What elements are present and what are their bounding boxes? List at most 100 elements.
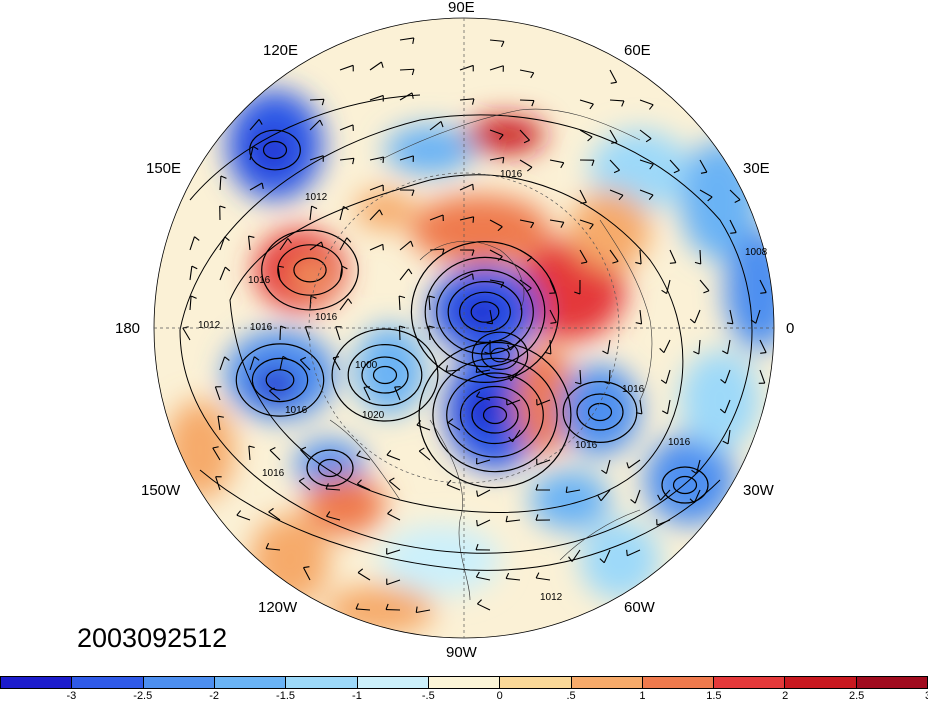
wind-barb-flag bbox=[500, 282, 505, 288]
wind-barb-flag bbox=[612, 260, 619, 264]
wind-barb bbox=[387, 513, 401, 521]
coastline bbox=[329, 419, 401, 501]
isobar-label: 1016 bbox=[622, 384, 645, 395]
colorbar-segment bbox=[72, 677, 144, 688]
isobar-contour bbox=[199, 469, 721, 571]
anomaly-blob bbox=[680, 350, 760, 450]
coastlines bbox=[329, 108, 653, 601]
wind-barb-flag bbox=[502, 157, 505, 164]
wind-barb bbox=[399, 37, 414, 41]
isobar-contour bbox=[490, 347, 510, 363]
wind-barb bbox=[724, 399, 731, 414]
wind-barb-flag bbox=[707, 196, 713, 202]
isobar-label: 1016 bbox=[500, 169, 523, 180]
wind-barb-flag bbox=[343, 205, 349, 211]
wind-barb bbox=[693, 489, 701, 504]
wind-barb bbox=[189, 295, 192, 311]
wind-barb-flag bbox=[730, 232, 737, 234]
anomaly-blob bbox=[355, 190, 415, 230]
wind-barb-flag bbox=[190, 295, 197, 299]
wind-barb-flag bbox=[691, 469, 697, 475]
coastline bbox=[599, 219, 653, 401]
lon-label-30w: 30W bbox=[743, 482, 774, 499]
wind-barb-flag bbox=[388, 477, 395, 482]
wind-barb bbox=[219, 266, 226, 281]
wind-barb bbox=[339, 124, 354, 131]
wind-barb bbox=[369, 61, 382, 71]
wind-barb-flag bbox=[310, 295, 317, 299]
isobar-label: 1016 bbox=[668, 437, 691, 448]
wind-barb-flag bbox=[635, 412, 643, 415]
wind-barb bbox=[303, 567, 311, 581]
isobar-contour bbox=[293, 257, 327, 283]
wind-barb bbox=[519, 99, 535, 102]
wind-barb-flag bbox=[734, 199, 741, 203]
wind-barb-flag bbox=[505, 572, 510, 579]
wind-barb bbox=[326, 515, 341, 521]
anomaly-blob bbox=[725, 230, 774, 350]
wind-barb bbox=[249, 119, 260, 131]
wind-barb bbox=[579, 249, 588, 263]
wind-barb bbox=[299, 359, 311, 371]
wind-barb-flag bbox=[580, 201, 587, 204]
isobar-label: 1016 bbox=[575, 440, 598, 451]
wind-barb-flag bbox=[720, 378, 726, 384]
isobar-label: 1020 bbox=[362, 410, 385, 421]
wind-barb-flag bbox=[356, 479, 362, 485]
isobar-contour bbox=[587, 402, 613, 422]
wind-barb-flag bbox=[411, 92, 414, 99]
wind-barb-flag bbox=[660, 379, 667, 384]
wind-barb bbox=[309, 119, 321, 131]
wind-barb-flag bbox=[363, 386, 370, 388]
wind-barb bbox=[603, 549, 611, 563]
wind-barb bbox=[459, 273, 473, 281]
wind-barb bbox=[369, 209, 380, 221]
wind-barb bbox=[665, 369, 671, 384]
wind-barb-flag bbox=[610, 81, 617, 84]
wind-barb bbox=[446, 484, 461, 491]
isobar-contour bbox=[661, 466, 709, 504]
wind-barb-flag bbox=[387, 509, 393, 515]
isobar-contour bbox=[446, 372, 544, 458]
colorbar-segment bbox=[357, 677, 429, 688]
wind-barb-flag bbox=[219, 205, 226, 209]
wind-barb bbox=[519, 219, 534, 224]
lat-lon-gridlines bbox=[154, 18, 774, 638]
wind-barb bbox=[335, 326, 341, 341]
wind-barb bbox=[369, 184, 384, 191]
isobar-contour bbox=[317, 458, 343, 478]
wind-barb bbox=[755, 309, 761, 324]
colorbar-tick-label: -3 bbox=[66, 690, 77, 702]
isobar-contour bbox=[347, 344, 423, 407]
wind-barb-flag bbox=[280, 325, 287, 329]
wind-barb bbox=[506, 399, 521, 406]
wind-barb bbox=[447, 421, 461, 431]
wind-barb bbox=[609, 189, 624, 196]
wind-barb-flag bbox=[703, 290, 710, 294]
wind-barb bbox=[339, 206, 344, 221]
wind-barb bbox=[639, 309, 643, 324]
isobar-contour bbox=[235, 343, 325, 417]
wind-barb-flag bbox=[265, 542, 270, 549]
colorbar-segment bbox=[500, 677, 572, 688]
lon-label-90w: 90W bbox=[446, 644, 477, 661]
wind-barb-flag bbox=[476, 490, 479, 497]
wind-barb-flag bbox=[355, 603, 359, 610]
wind-barb-flag bbox=[693, 351, 700, 355]
wind-barb-flag bbox=[472, 216, 475, 223]
wind-barb bbox=[579, 219, 594, 225]
isobar-contour bbox=[262, 140, 288, 160]
wind-barb bbox=[759, 279, 767, 293]
wind-barb bbox=[369, 243, 384, 251]
wind-barb bbox=[669, 249, 677, 263]
wind-barb-flag bbox=[523, 139, 530, 144]
wind-barb-flag bbox=[535, 572, 540, 579]
wind-barb bbox=[477, 519, 491, 527]
wind-barb bbox=[386, 549, 401, 555]
wind-barb-flag bbox=[527, 166, 533, 172]
wind-barb bbox=[698, 339, 701, 354]
isobar-label: 1016 bbox=[315, 312, 338, 323]
wind-barb bbox=[429, 214, 444, 221]
isobar-contour bbox=[361, 356, 409, 394]
wind-barb bbox=[356, 455, 371, 461]
